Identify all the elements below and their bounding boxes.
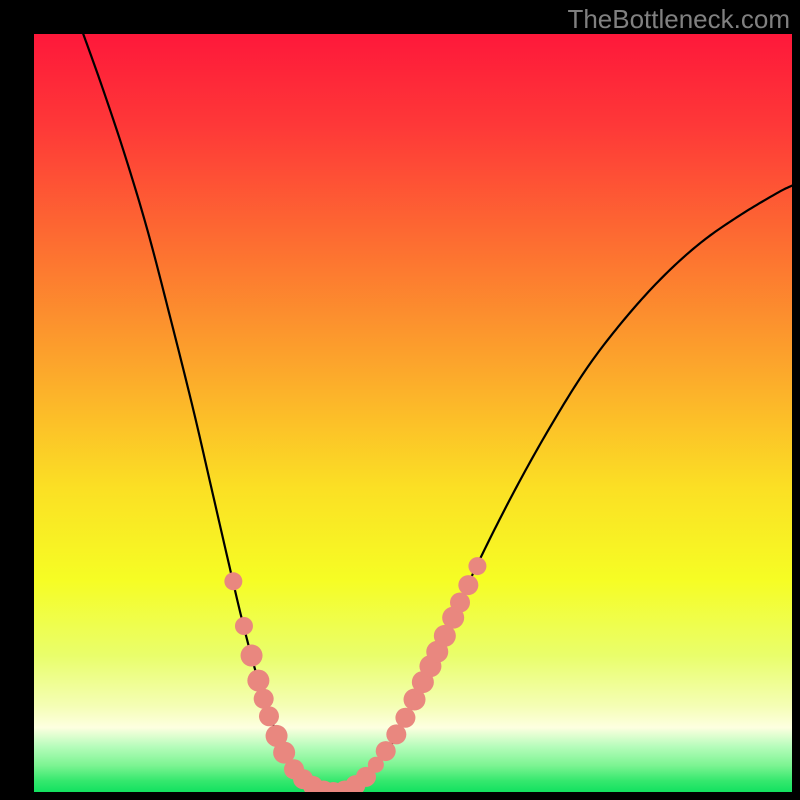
data-point — [458, 575, 478, 595]
data-point — [224, 572, 242, 590]
bottleneck-chart — [34, 34, 792, 792]
data-point — [254, 689, 274, 709]
data-point — [468, 557, 486, 575]
data-point — [241, 645, 263, 667]
data-point — [376, 741, 396, 761]
data-point — [395, 708, 415, 728]
data-point — [235, 617, 253, 635]
watermark-text: TheBottleneck.com — [567, 4, 790, 35]
data-point — [247, 670, 269, 692]
data-point — [259, 706, 279, 726]
data-point — [450, 593, 470, 613]
